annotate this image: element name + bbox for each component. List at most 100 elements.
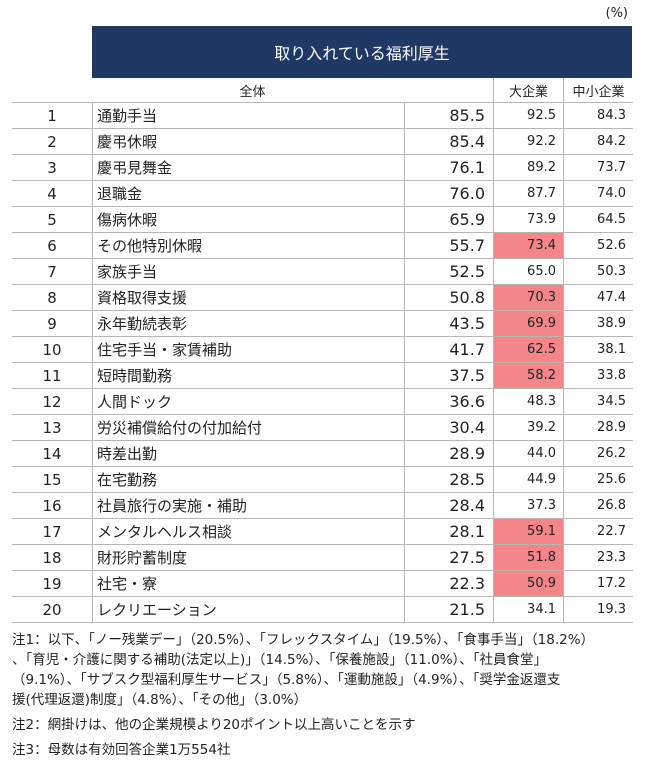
rank: 17: [12, 518, 93, 545]
rank: 12: [12, 388, 93, 415]
table-body: 全体 大企業 中小企業 1 通勤手当 85.5 92.5 84.3 2 慶弔休暇 85.4 92…: [12, 78, 633, 623]
small-value: 26.8: [563, 492, 633, 519]
large-value: 58.2: [493, 362, 564, 389]
overall-value: 41.7: [404, 336, 494, 363]
small-value: 73.7: [563, 154, 633, 181]
large-value: 92.2: [493, 128, 564, 155]
table-row: 10 住宅手当・家賃補助 41.7 62.5 38.1: [12, 336, 633, 363]
note-line: 援(代理返還)制度」（4.8%）、「その他」（3.0%）: [12, 692, 308, 708]
rank: 7: [12, 258, 93, 285]
rank: 5: [12, 206, 93, 233]
large-value: 73.9: [493, 206, 564, 233]
large-value: 48.3: [493, 388, 564, 415]
large-value: 51.8: [493, 544, 564, 571]
overall-value: 65.9: [404, 206, 494, 233]
large-value: 62.5: [493, 336, 564, 363]
benefit-name: 永年勤続表彰: [92, 310, 405, 337]
small-value: 52.6: [563, 232, 633, 259]
benefit-name: 退職金: [92, 180, 405, 207]
rank: 15: [12, 466, 93, 493]
benefit-name: メンタルヘルス相談: [92, 518, 405, 545]
benefits-table: 全体 大企業 中小企業 1 通勤手当 85.5 92.5 84.3 2 慶弔休暇 85.4 92…: [12, 78, 633, 623]
large-value: 65.0: [493, 258, 564, 285]
rank: 18: [12, 544, 93, 571]
benefit-name: 短時間勤務: [92, 362, 405, 389]
rank: 16: [12, 492, 93, 519]
benefit-name: 人間ドック: [92, 388, 405, 415]
unit-label: (%): [605, 6, 629, 21]
table-row: 13 労災補償給付の付加給付 30.4 39.2 28.9: [12, 414, 633, 441]
rank: 14: [12, 440, 93, 467]
table-row: 19 社宅・寮 22.3 50.9 17.2: [12, 570, 633, 597]
table-row: 3 慶弔見舞金 76.1 89.2 73.7: [12, 154, 633, 181]
small-value: 19.3: [563, 596, 633, 623]
header-row: 全体 大企業 中小企業: [12, 78, 633, 103]
large-value: 69.9: [493, 310, 564, 337]
overall-value: 52.5: [404, 258, 494, 285]
table-row: 2 慶弔休暇 85.4 92.2 84.2: [12, 128, 633, 155]
small-value: 23.3: [563, 544, 633, 571]
note: 注3：母数は有効回答企業1万554社: [12, 742, 231, 758]
overall-value: 28.1: [404, 518, 494, 545]
overall-value: 76.0: [404, 180, 494, 207]
benefit-name: 時差出勤: [92, 440, 405, 467]
header-large: 大企業: [493, 78, 564, 103]
rank: 6: [12, 232, 93, 259]
table-row: 12 人間ドック 36.6 48.3 34.5: [12, 388, 633, 415]
note-line: 、「育児・介護に関する補助(法定以上)」（14.5%）、「保養施設」（11.0%…: [12, 652, 548, 668]
benefit-name: 社宅・寮: [92, 570, 405, 597]
table-row: 4 退職金 76.0 87.7 74.0: [12, 180, 633, 207]
overall-value: 28.4: [404, 492, 494, 519]
large-value: 39.2: [493, 414, 564, 441]
large-value: 44.0: [493, 440, 564, 467]
overall-value: 50.8: [404, 284, 494, 311]
rank: 10: [12, 336, 93, 363]
small-value: 28.9: [563, 414, 633, 441]
overall-value: 76.1: [404, 154, 494, 181]
large-value: 70.3: [493, 284, 564, 311]
small-value: 26.2: [563, 440, 633, 467]
overall-value: 28.9: [404, 440, 494, 467]
small-value: 47.4: [563, 284, 633, 311]
table-row: 6 その他特別休暇 55.7 73.4 52.6: [12, 232, 633, 259]
small-value: 74.0: [563, 180, 633, 207]
table-row: 1 通勤手当 85.5 92.5 84.3: [12, 102, 633, 129]
benefit-name: レクリエーション: [92, 596, 405, 623]
benefit-name: 資格取得支援: [92, 284, 405, 311]
table-row: 14 時差出勤 28.9 44.0 26.2: [12, 440, 633, 467]
note-line: （9.1%）、「サブスク型福利厚生サービス」（5.8%）、「運動施設」（4.9%…: [12, 672, 561, 688]
overall-value: 43.5: [404, 310, 494, 337]
benefit-name: 財形貯蓄制度: [92, 544, 405, 571]
overall-value: 21.5: [404, 596, 494, 623]
overall-value: 28.5: [404, 466, 494, 493]
small-value: 50.3: [563, 258, 633, 285]
note-line: 注1：以下、「ノー残業デー」（20.5%）、「フレックスタイム」（19.5%）、…: [12, 632, 595, 648]
table-row: 16 社員旅行の実施・補助 28.4 37.3 26.8: [12, 492, 633, 519]
large-value: 92.5: [493, 102, 564, 129]
small-value: 64.5: [563, 206, 633, 233]
overall-value: 36.6: [404, 388, 494, 415]
small-value: 25.6: [563, 466, 633, 493]
benefit-name: 住宅手当・家賃補助: [92, 336, 405, 363]
small-value: 84.3: [563, 102, 633, 129]
small-value: 34.5: [563, 388, 633, 415]
large-value: 44.9: [493, 466, 564, 493]
large-value: 34.1: [493, 596, 564, 623]
table-row: 11 短時間勤務 37.5 58.2 33.8: [12, 362, 633, 389]
table-row: 20 レクリエーション 21.5 34.1 19.3: [12, 596, 633, 623]
rank: 2: [12, 128, 93, 155]
small-value: 84.2: [563, 128, 633, 155]
rank: 3: [12, 154, 93, 181]
header-small: 中小企業: [563, 78, 633, 103]
large-value: 73.4: [493, 232, 564, 259]
table-row: 9 永年勤続表彰 43.5 69.9 38.9: [12, 310, 633, 337]
benefit-name: 慶弔見舞金: [92, 154, 405, 181]
table-title: 取り入れている福利厚生: [92, 26, 632, 78]
header-overall: 全体: [12, 78, 494, 103]
benefit-name: その他特別休暇: [92, 232, 405, 259]
large-value: 37.3: [493, 492, 564, 519]
rank: 19: [12, 570, 93, 597]
table-row: 5 傷病休暇 65.9 73.9 64.5: [12, 206, 633, 233]
rank: 4: [12, 180, 93, 207]
